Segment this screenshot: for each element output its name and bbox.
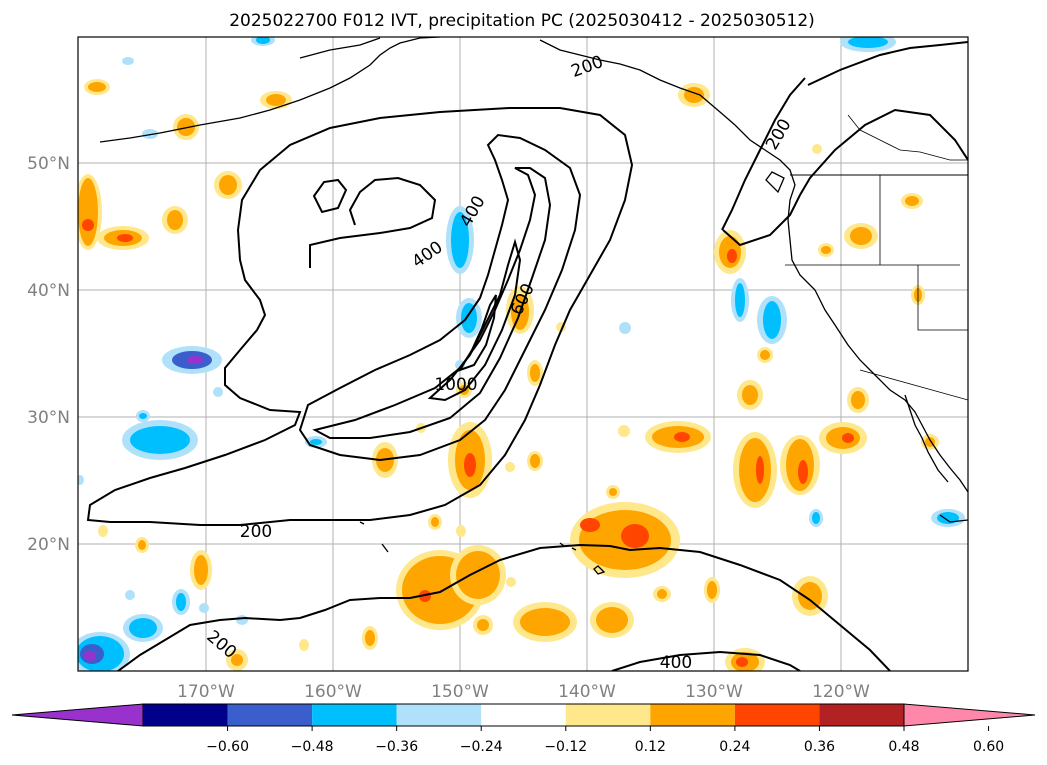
colorbar-tick-label: −0.36 <box>375 739 418 755</box>
colorbar-tick-label: 0.48 <box>888 739 919 755</box>
ivt-contour-200-coast <box>721 77 806 231</box>
longitude-labels: 170°W 160°W 150°W 140°W 130°W 120°W <box>177 682 870 702</box>
colorbar-segment <box>227 704 313 726</box>
hawaii-big-island <box>593 565 606 575</box>
map-frame <box>77 36 969 672</box>
alaska-coast-west <box>299 37 381 59</box>
colorbar-segment <box>565 704 651 726</box>
ivt-contour-400-west <box>309 176 437 268</box>
ivt-contour-200-south <box>117 543 891 671</box>
ivt-contour-1000 <box>457 294 497 372</box>
colorbar-tick-label: −0.60 <box>206 739 249 755</box>
baja-california-coast <box>904 394 949 483</box>
colorbar-tick-label: −0.12 <box>544 739 587 755</box>
colorbar-tick-label: 0.60 <box>973 739 1004 755</box>
lat-label-50n: 50°N <box>27 154 70 174</box>
colorbar-frame <box>142 703 905 727</box>
colorbar-tick-label: 0.24 <box>719 739 750 755</box>
colorbar-segment <box>650 704 735 726</box>
lon-label-160w: 160°W <box>304 682 362 702</box>
lon-label-140w: 140°W <box>558 682 616 702</box>
ivt-contour-200-north <box>807 41 968 86</box>
ivt-contour-closed-small <box>312 178 348 214</box>
us-mexico-border <box>859 369 968 401</box>
colorbar-segment <box>312 704 397 726</box>
lat-label-20n: 20°N <box>27 535 70 555</box>
precip-negative-blobs <box>78 37 965 671</box>
latitude-labels: 50°N 40°N 30°N 20°N <box>27 154 70 555</box>
colorbar-tick-label: −0.24 <box>460 739 503 755</box>
lon-label-150w: 150°W <box>431 682 489 702</box>
contour-label: 1000 <box>434 375 477 395</box>
state-borders <box>785 175 968 331</box>
coastlines <box>99 37 968 575</box>
lon-label-120w: 120°W <box>812 682 870 702</box>
colorbar: −0.60 −0.48 −0.36 −0.24 −0.12 0.12 0.24 0.36 0.4… <box>11 703 1036 755</box>
hawaii-islands <box>359 521 577 553</box>
colorbar-segments <box>11 703 1036 727</box>
colorbar-segment <box>734 704 820 726</box>
ivt-contour-200-northeast <box>722 108 968 247</box>
ivt-contour-400-south <box>611 650 801 671</box>
colorbar-tick-label: 0.12 <box>635 739 666 755</box>
aleutian-coast <box>99 37 441 143</box>
map-panel: 200 200 200 400 400 400 600 1000 200 50°… <box>27 36 969 702</box>
contour-label: 200 <box>240 522 272 542</box>
lat-label-30n: 30°N <box>27 408 70 428</box>
precip-fill <box>78 37 965 671</box>
colorbar-extend-low <box>11 703 144 727</box>
colorbar-tick-label: −0.48 <box>291 739 334 755</box>
north-america-coast <box>539 39 968 493</box>
figure-title: 2025022700 F012 IVT, precipitation PC (2… <box>229 11 815 31</box>
vancouver-island <box>765 171 785 194</box>
ivt-contour-400 <box>298 133 582 462</box>
lon-label-130w: 130°W <box>685 682 743 702</box>
colorbar-segment <box>481 704 566 726</box>
colorbar-tick-labels: −0.60 −0.48 −0.36 −0.24 −0.12 0.12 0.24 0.36 0.4… <box>206 726 1004 755</box>
lat-label-40n: 40°N <box>27 281 70 301</box>
colorbar-tick-label: 0.36 <box>804 739 835 755</box>
colorbar-extend-high <box>903 703 1036 727</box>
colorbar-segment <box>396 704 482 726</box>
contour-label: 400 <box>660 653 692 673</box>
mexico-coast <box>939 514 968 523</box>
lon-label-170w: 170°W <box>177 682 235 702</box>
ivt-contour-200 <box>86 107 634 526</box>
colorbar-segment <box>819 704 904 726</box>
ivt-contours <box>86 41 968 671</box>
gridlines <box>78 37 968 671</box>
colorbar-segment <box>143 704 228 726</box>
